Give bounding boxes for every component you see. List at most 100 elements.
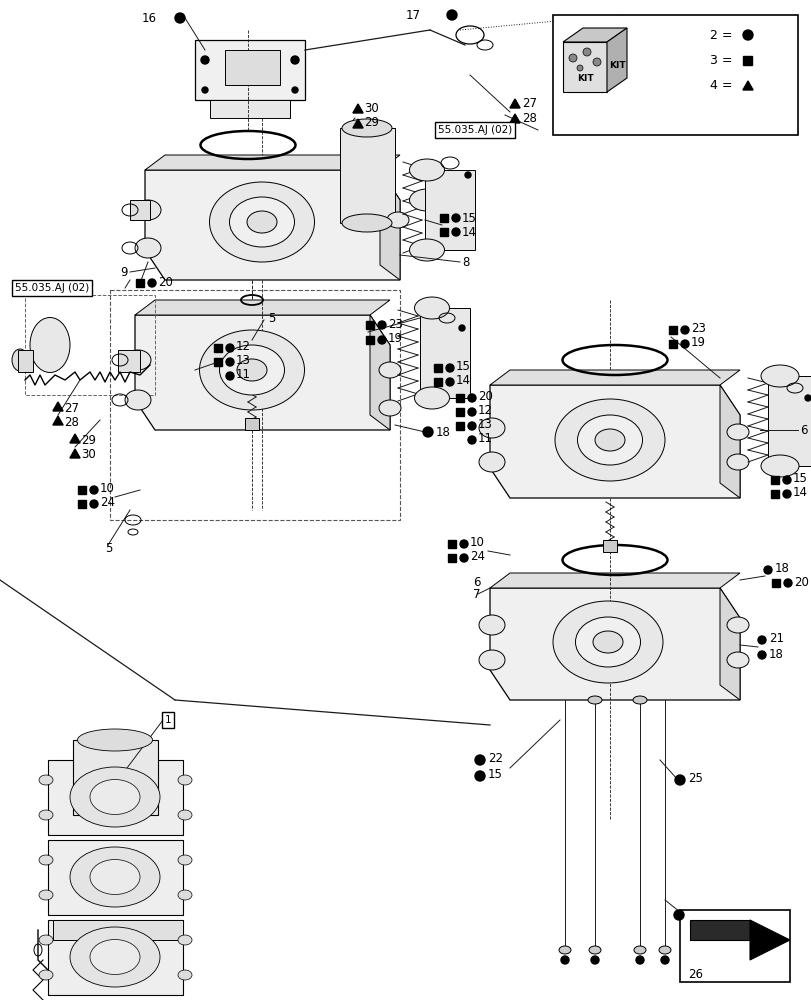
Bar [366, 321, 374, 329]
Polygon shape [353, 119, 363, 128]
Polygon shape [489, 573, 739, 588]
Polygon shape [145, 155, 400, 170]
Ellipse shape [726, 652, 748, 668]
Ellipse shape [230, 197, 294, 247]
Text: 27: 27 [64, 401, 79, 414]
Ellipse shape [414, 387, 449, 409]
Ellipse shape [552, 601, 663, 683]
Bar [770, 476, 778, 484]
Circle shape [592, 58, 600, 66]
Text: 19: 19 [690, 336, 705, 349]
Bar [195, 40, 305, 100]
Circle shape [148, 279, 156, 287]
Circle shape [474, 755, 484, 765]
Text: 12: 12 [236, 340, 251, 354]
Circle shape [782, 490, 790, 498]
Polygon shape [742, 81, 752, 90]
Circle shape [763, 566, 771, 574]
Ellipse shape [554, 399, 664, 481]
Bar [679, 910, 789, 982]
Ellipse shape [726, 454, 748, 470]
Text: 28: 28 [521, 112, 536, 125]
Circle shape [225, 372, 234, 380]
Text: 18: 18 [768, 648, 783, 660]
Text: 27: 27 [521, 97, 536, 110]
Ellipse shape [39, 935, 53, 945]
Bar [109, 290, 400, 520]
Ellipse shape [135, 238, 161, 258]
Circle shape [467, 408, 475, 416]
Polygon shape [353, 104, 363, 113]
Ellipse shape [12, 349, 28, 371]
Ellipse shape [478, 452, 504, 472]
Text: 9: 9 [120, 265, 128, 278]
Ellipse shape [39, 970, 53, 980]
Text: 5: 5 [268, 312, 275, 324]
Circle shape [782, 476, 790, 484]
Ellipse shape [588, 946, 600, 954]
Text: 25: 25 [687, 772, 702, 785]
Polygon shape [719, 385, 739, 498]
Circle shape [446, 10, 457, 20]
Bar [456, 422, 463, 430]
Bar [214, 358, 221, 366]
Ellipse shape [558, 946, 570, 954]
Text: 19: 19 [388, 332, 402, 344]
Ellipse shape [478, 418, 504, 438]
Ellipse shape [587, 696, 601, 704]
Text: 22: 22 [487, 752, 502, 766]
Ellipse shape [178, 810, 191, 820]
Text: 14: 14 [461, 226, 476, 238]
Circle shape [680, 340, 689, 348]
Circle shape [460, 554, 467, 562]
Circle shape [460, 540, 467, 548]
Circle shape [201, 56, 208, 64]
Circle shape [292, 87, 298, 93]
Bar [440, 228, 448, 236]
Polygon shape [370, 315, 389, 430]
Ellipse shape [178, 935, 191, 945]
Bar [48, 840, 182, 915]
Bar [18, 350, 33, 372]
Bar [767, 376, 811, 466]
Polygon shape [509, 99, 520, 108]
Text: 8: 8 [461, 255, 469, 268]
Bar [448, 540, 456, 548]
Text: 29: 29 [81, 434, 96, 446]
Ellipse shape [219, 345, 284, 395]
Text: 16: 16 [142, 12, 157, 25]
Circle shape [90, 486, 98, 494]
Ellipse shape [633, 946, 646, 954]
Polygon shape [509, 114, 520, 123]
Text: 15: 15 [487, 768, 502, 781]
Text: 1: 1 [165, 715, 171, 725]
Circle shape [290, 56, 298, 64]
Text: 30: 30 [363, 102, 378, 115]
Ellipse shape [70, 847, 160, 907]
Ellipse shape [237, 359, 267, 381]
Polygon shape [380, 170, 400, 280]
Circle shape [458, 325, 465, 331]
Circle shape [175, 13, 185, 23]
Text: 26: 26 [687, 968, 702, 981]
Ellipse shape [577, 415, 642, 465]
Ellipse shape [39, 890, 53, 900]
Ellipse shape [575, 617, 640, 667]
Text: 11: 11 [236, 368, 251, 381]
Text: 6: 6 [799, 424, 806, 436]
Circle shape [757, 636, 765, 644]
Ellipse shape [125, 350, 151, 370]
Ellipse shape [633, 696, 646, 704]
Circle shape [423, 427, 432, 437]
Polygon shape [145, 170, 400, 280]
Bar [448, 554, 456, 562]
Ellipse shape [247, 211, 277, 233]
Circle shape [452, 214, 460, 222]
Text: 55.035.AJ (02): 55.035.AJ (02) [437, 125, 512, 135]
Polygon shape [70, 449, 80, 458]
Circle shape [474, 771, 484, 781]
Text: 17: 17 [406, 9, 420, 22]
Text: 5: 5 [105, 542, 112, 554]
Ellipse shape [70, 767, 160, 827]
Text: 3 =: 3 = [709, 54, 736, 67]
